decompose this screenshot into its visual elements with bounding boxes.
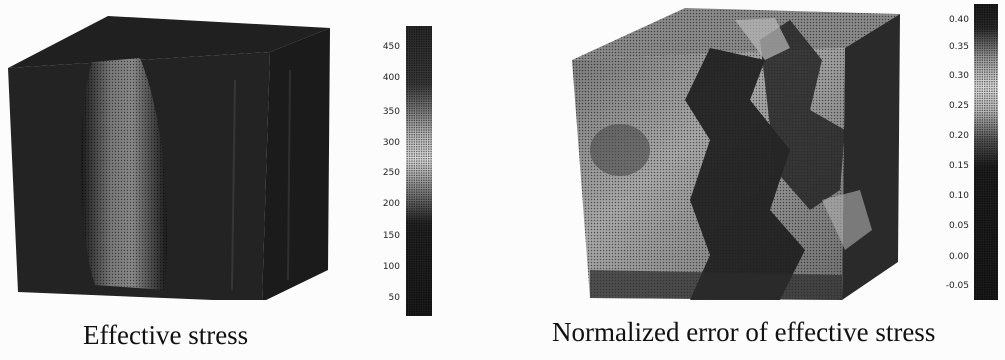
normalized-error-caption: Normalized error of effective stress [552,317,936,347]
colorbar-tick: 200 [382,199,400,209]
colorbar-tick: 450 [382,42,400,52]
colorbar-tick: 300 [382,138,400,148]
colorbar-tick: 0.20 [948,131,969,141]
colorbar-tick: 0.35 [948,42,969,52]
colorbar-tick: 0.30 [948,71,969,81]
colorbar-tick: 400 [382,73,400,83]
colorbar-tick: -0.05 [945,281,969,291]
left-panel: 450 400 350 300 250 200 150 100 50 Effec… [0,0,440,360]
colorbar-tick: 150 [382,231,400,241]
colorbar-tick: 0.10 [948,191,969,201]
colorbar-tick: 0.15 [948,161,969,171]
effective-stress-colorbar-ticks: 450 400 350 300 250 200 150 100 50 [360,0,400,360]
normalized-error-colorbar-ticks: 0.40 0.35 0.30 0.25 0.20 0.15 0.10 0.05 … [925,0,969,360]
colorbar-tick: 50 [388,293,400,303]
normalized-error-colorbar [974,4,998,300]
effective-stress-cube [8,16,330,300]
colorbar-tick: 100 [382,262,400,272]
colorbar-tick: 350 [382,107,400,117]
effective-stress-colorbar [406,26,432,316]
colorbar-tick: 0.40 [948,15,969,25]
colorbar-tick: 0.05 [948,221,969,231]
colorbar-tick: 0.00 [948,252,969,262]
colorbar-tick: 250 [382,168,400,178]
normalized-error-cube [572,8,900,300]
effective-stress-caption: Effective stress [83,320,249,350]
colorbar-tick: 0.25 [948,101,969,111]
right-panel: 0.40 0.35 0.30 0.25 0.20 0.15 0.10 0.05 … [552,0,1005,360]
